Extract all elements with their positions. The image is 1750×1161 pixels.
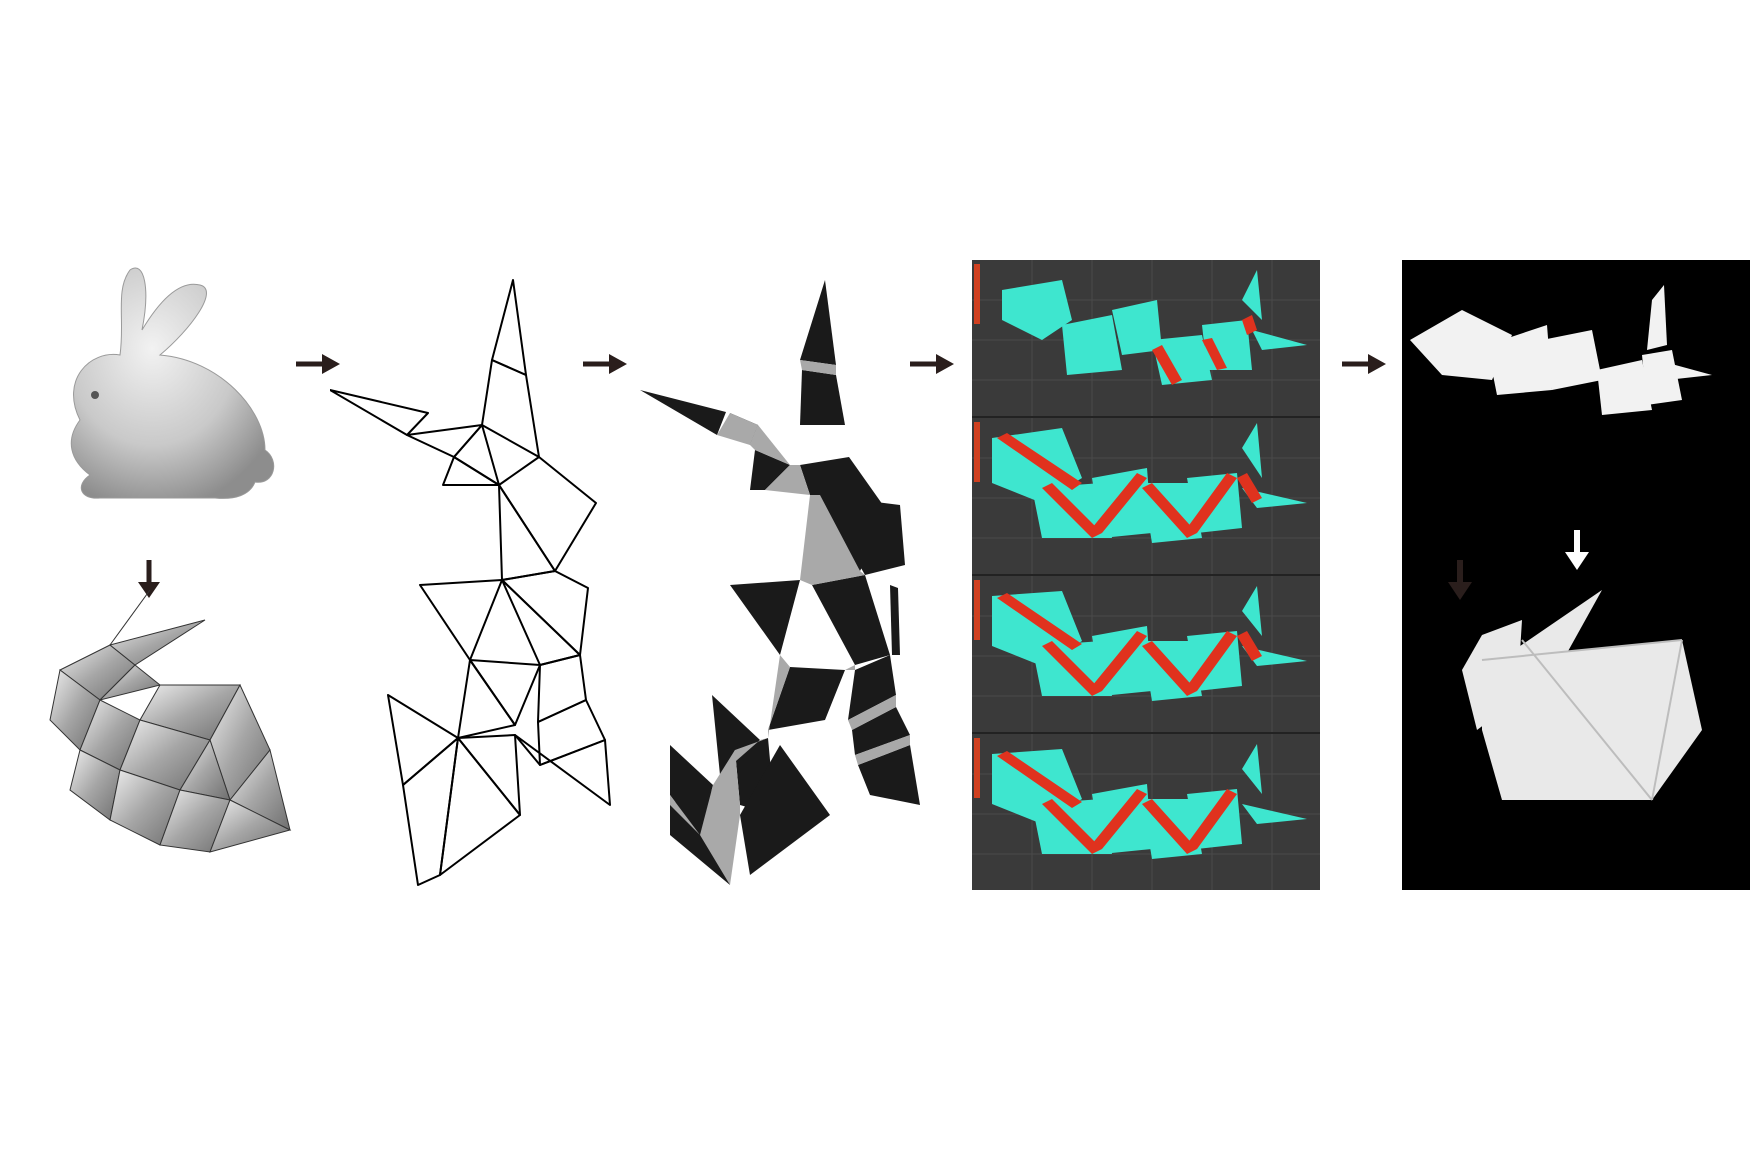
simulation-frame xyxy=(972,260,1320,418)
unfolded-net xyxy=(330,275,620,890)
simulation-icon xyxy=(972,260,1320,416)
simulation-icon xyxy=(972,418,1320,574)
arrow-right-icon xyxy=(583,354,627,374)
hinge-pattern-icon xyxy=(640,280,920,885)
simulation-frame xyxy=(972,418,1320,576)
photo-icon xyxy=(1410,285,1712,801)
simulation-frame xyxy=(972,576,1320,734)
arrow-right-icon xyxy=(296,354,340,374)
arrow-down-icon xyxy=(138,560,160,598)
printed-result xyxy=(1402,260,1750,890)
arrow-right-icon xyxy=(910,354,954,374)
low-poly-model-icon xyxy=(49,590,292,853)
folding-simulation xyxy=(972,260,1320,890)
simulation-icon xyxy=(972,734,1320,890)
hinge-pattern xyxy=(640,275,930,890)
arrow-right-icon xyxy=(1342,354,1386,374)
bunny-render xyxy=(20,260,280,540)
low-poly-bunny xyxy=(40,590,300,890)
bunny-render-icon xyxy=(70,267,275,499)
simulation-icon xyxy=(972,576,1320,732)
crease-pattern-icon xyxy=(330,279,611,886)
simulation-frame xyxy=(972,734,1320,890)
